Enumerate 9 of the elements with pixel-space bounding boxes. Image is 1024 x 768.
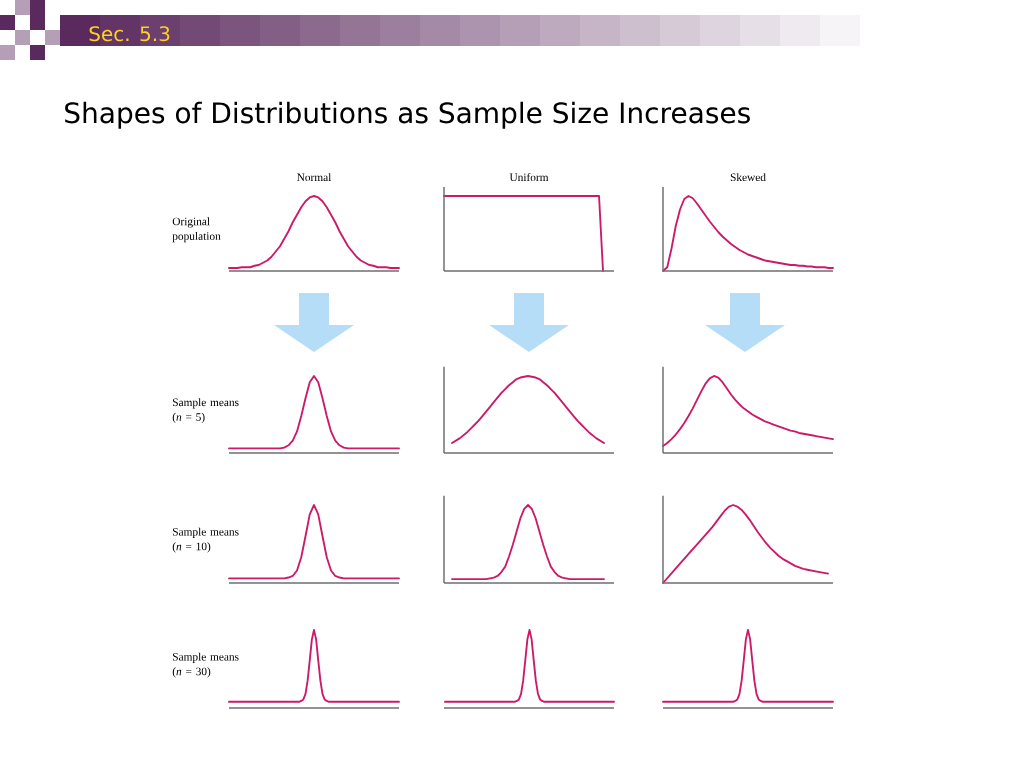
y-axis-title: Sample means (n = 30) <box>172 652 239 678</box>
chart-title: Uniform <box>509 173 549 182</box>
y-axis-title: Original population <box>172 217 221 243</box>
chart-title: Skewed <box>730 173 766 182</box>
chart-title: Normal <box>297 173 332 182</box>
y-axis-title: Sample means (n = 5) <box>172 398 239 424</box>
text: Shapes of Distributions as Sample Size Increases <box>65 101 750 129</box>
y-axis-title: Sample means (n = 10) <box>172 527 239 553</box>
text: Sec. 5.3 <box>89 26 170 42</box>
